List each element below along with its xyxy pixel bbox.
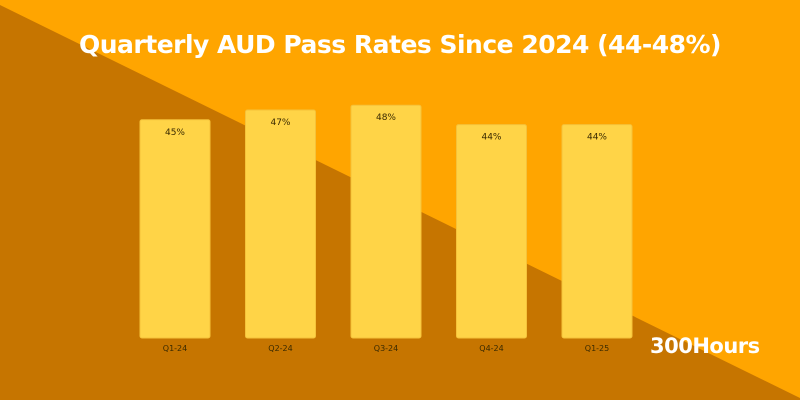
x-tick-label: Q4-24 (479, 344, 503, 353)
brand-logo: 300Hours (650, 334, 760, 358)
x-tick-label: Q1-25 (585, 344, 609, 353)
x-tick-label: Q1-24 (163, 344, 187, 353)
bar-Q2-24 (245, 109, 316, 339)
chart-title: Quarterly AUD Pass Rates Since 2024 (44-… (79, 30, 721, 59)
bar-Q1-25 (561, 124, 633, 339)
x-tick-label: Q2-24 (268, 344, 292, 353)
data-label: 45% (165, 128, 185, 138)
bar-Q4-24 (456, 124, 527, 339)
data-label: 44% (587, 133, 607, 143)
data-label: 47% (270, 118, 290, 128)
bar-Q1-24 (139, 119, 211, 339)
bar-Q3-24 (350, 104, 422, 339)
x-tick-label: Q3-24 (374, 344, 398, 353)
data-label: 48% (376, 113, 396, 123)
data-label: 44% (481, 133, 501, 143)
